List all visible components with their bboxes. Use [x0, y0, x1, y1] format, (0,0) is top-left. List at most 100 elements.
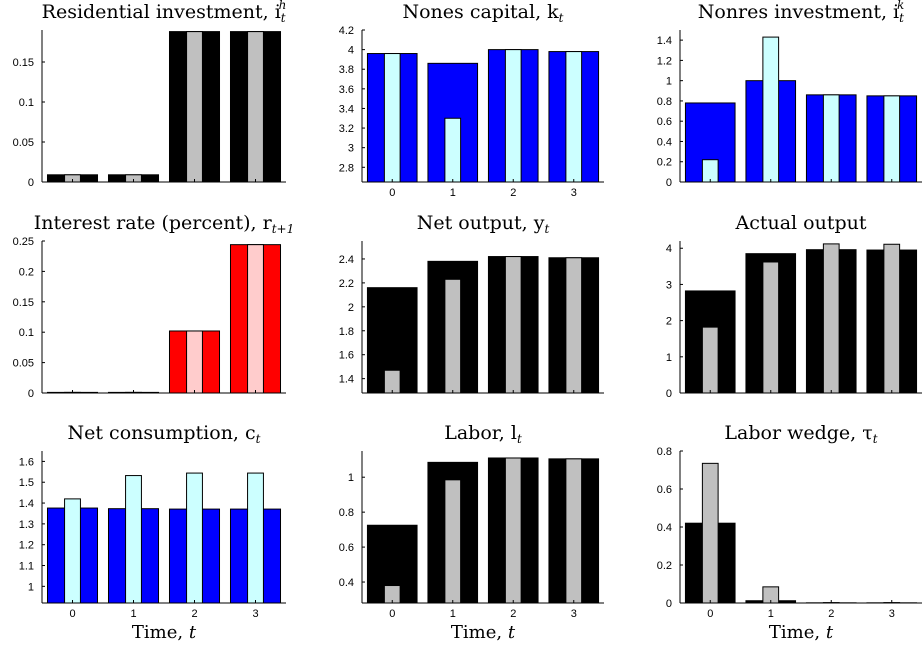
- bar-narrow-2: [504, 49, 522, 183]
- y-tick-label: 3: [348, 143, 354, 155]
- chart-title-subscript: t: [281, 11, 286, 25]
- bar-narrow-0: [701, 326, 719, 394]
- bar-narrow-3: [883, 243, 901, 394]
- bar-narrow-0: [383, 53, 401, 183]
- bar-narrow-2: [504, 457, 522, 604]
- x-tick-label: 0: [389, 187, 395, 199]
- bar-narrow-3: [565, 51, 583, 183]
- x-axis-label-variable: t: [508, 622, 516, 643]
- x-tick-label: 1: [450, 187, 456, 199]
- y-tick-label: 1: [666, 76, 672, 88]
- bar-narrow-2: [186, 31, 203, 183]
- y-tick-label: 1.1: [19, 561, 34, 573]
- y-tick-label: 0.6: [657, 116, 672, 128]
- y-tick-label: 2: [348, 302, 354, 314]
- chart-title-subscript: t: [544, 222, 549, 236]
- y-tick-label: 0: [666, 177, 672, 189]
- y-tick-label: 3.2: [339, 123, 354, 135]
- chart-title-subscript: t: [256, 432, 261, 446]
- x-axis-label-variable: t: [189, 622, 197, 643]
- y-tick-label: 3: [666, 279, 672, 291]
- x-axis-label-variable: t: [826, 622, 834, 643]
- y-tick-label: 0.8: [339, 507, 354, 519]
- x-tick-label: 0: [389, 608, 395, 620]
- x-axis-label-text: Time,: [769, 622, 826, 643]
- chart-title-subscript: t: [873, 432, 878, 446]
- bar-narrow-3: [247, 244, 264, 394]
- bar-narrow-0: [64, 498, 81, 604]
- y-tick-label: 0: [28, 388, 34, 400]
- chart-panel-0: 0 0.05 0.1 0.15 Residential investment, ith: [13, 0, 287, 189]
- x-tick-label: 0: [707, 608, 713, 620]
- x-tick-label: 0: [69, 608, 75, 620]
- chart-title-text: Net consumption, c: [68, 422, 256, 444]
- x-tick-label: 1: [130, 608, 136, 620]
- bar-narrow-0: [701, 159, 719, 183]
- y-tick-label: 0.8: [657, 96, 672, 108]
- chart-title-subscript: t: [899, 11, 904, 25]
- y-tick-label: 1.3: [19, 519, 34, 531]
- chart-title-text: Actual output: [734, 212, 866, 234]
- y-tick-label: 2.8: [339, 162, 354, 174]
- bar-narrow-1: [444, 479, 462, 604]
- y-tick-label: 1.2: [657, 55, 672, 67]
- x-axis-label-text: Time,: [132, 622, 189, 643]
- chart-panel-4: 1.4 1.6 1.8 2 2.2 2.4 Net output, yt: [339, 212, 604, 394]
- x-tick-label: 3: [889, 608, 895, 620]
- y-tick-label: 1.4: [339, 374, 354, 386]
- bar-narrow-2: [186, 330, 203, 394]
- bar-narrow-1: [762, 36, 780, 183]
- y-tick-label: 1.4: [19, 498, 34, 510]
- y-tick-label: 0.6: [339, 542, 354, 554]
- chart-title-superscript: h: [279, 0, 287, 12]
- bar-narrow-0: [383, 369, 401, 394]
- bar-narrow-2: [822, 243, 840, 394]
- y-tick-label: 0.15: [13, 57, 34, 69]
- x-tick-label: 1: [450, 608, 456, 620]
- y-tick-label: 0.8: [657, 446, 672, 458]
- chart-title: Nones capital, kt: [402, 1, 563, 25]
- bar-narrow-1: [762, 261, 780, 394]
- y-tick-label: 0.4: [339, 577, 354, 589]
- y-tick-label: 1.4: [657, 35, 672, 47]
- bar-narrow-2: [186, 472, 203, 604]
- chart-title-text: Labor, l: [444, 422, 517, 444]
- x-tick-label: 3: [571, 608, 577, 620]
- y-tick-label: 0.05: [13, 358, 34, 370]
- chart-title-subscript: t+1: [272, 222, 295, 236]
- chart-title: Net consumption, ct: [68, 422, 261, 446]
- y-tick-label: 0.2: [19, 266, 34, 278]
- chart-title-subscript: t: [559, 11, 564, 25]
- y-tick-label: 1: [28, 581, 34, 593]
- y-tick-label: 0.1: [19, 327, 34, 339]
- y-tick-label: 0.25: [13, 236, 34, 248]
- chart-title-text: Labor wedge, τ: [724, 422, 872, 444]
- y-tick-label: 0.6: [657, 484, 672, 496]
- bar-narrow-2: [504, 256, 522, 394]
- x-axis-label: Time, t: [132, 622, 197, 643]
- chart-panel-1: 2.8 3 3.2 3.4 3.6 3.8 4 4.2 0 1 2 3 Nones capital, k…: [339, 1, 604, 199]
- chart-title: Labor wedge, τt: [724, 422, 877, 446]
- x-axis-label-text: Time,: [451, 622, 508, 643]
- bar-narrow-3: [247, 31, 264, 183]
- y-tick-label: 3.6: [339, 84, 354, 96]
- x-tick-label: 2: [510, 608, 516, 620]
- y-tick-label: 2: [666, 316, 672, 328]
- bar-narrow-0: [701, 462, 719, 604]
- x-tick-label: 3: [571, 187, 577, 199]
- x-tick-label: 2: [510, 187, 516, 199]
- y-tick-label: 1.6: [19, 456, 34, 468]
- bar-narrow-1: [444, 117, 462, 183]
- y-tick-label: 1: [348, 472, 354, 484]
- y-tick-label: 1.5: [19, 477, 34, 489]
- chart-panel-7: 0.4 0.6 0.8 1 0 1 2 3 Labor, lt Time, t: [339, 422, 604, 643]
- chart-title: Labor, lt: [444, 422, 522, 446]
- bar-narrow-3: [565, 458, 583, 604]
- y-tick-label: 1.2: [19, 540, 34, 552]
- x-tick-label: 3: [252, 608, 258, 620]
- x-axis-label: Time, t: [769, 622, 834, 643]
- y-tick-label: 0.4: [657, 522, 672, 534]
- chart-title: Net output, yt: [417, 212, 550, 236]
